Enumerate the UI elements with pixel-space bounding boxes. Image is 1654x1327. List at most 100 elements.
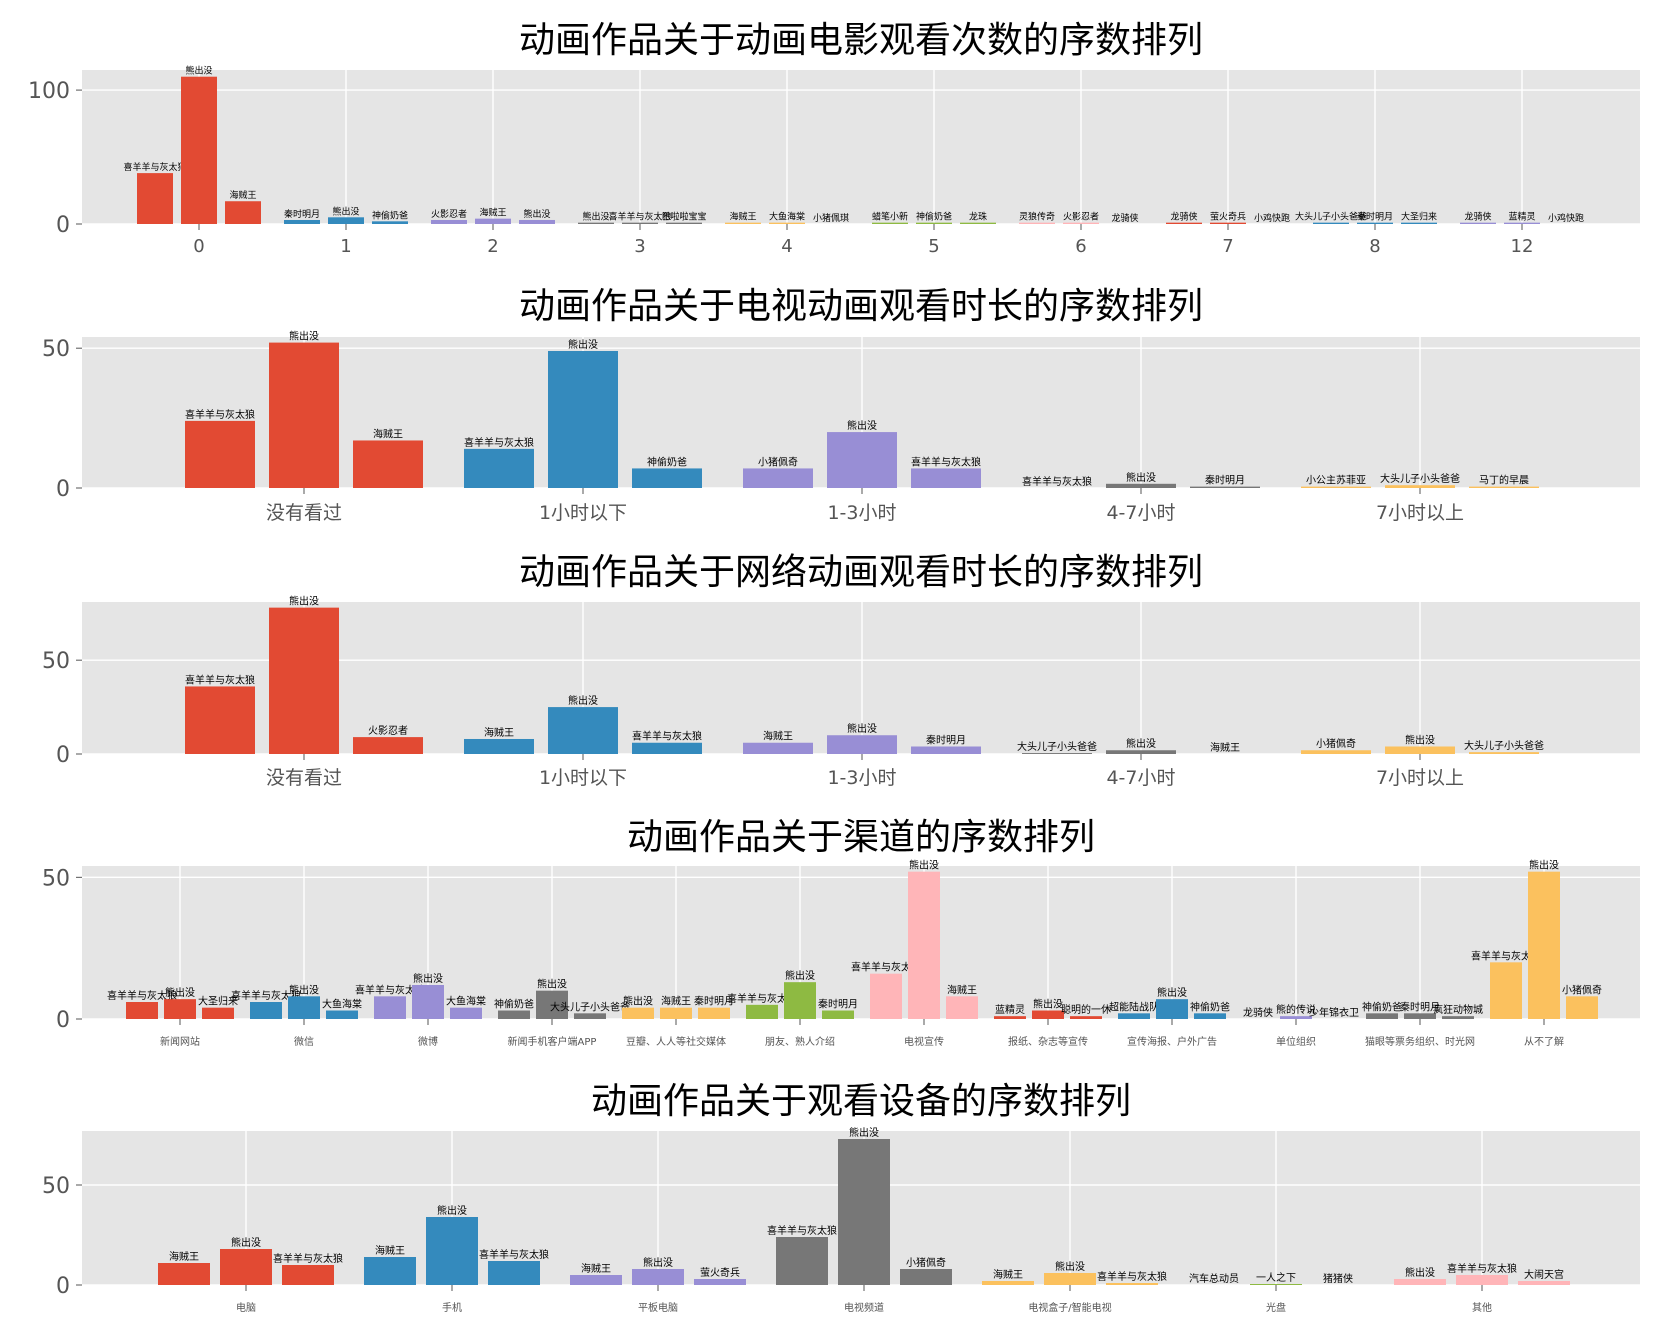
bar-label: 灵狼传奇 bbox=[1019, 211, 1055, 223]
bar-label: 喜羊羊与灰太狼 bbox=[107, 989, 177, 1002]
bar-label: 大鱼海棠 bbox=[446, 995, 486, 1008]
x-tick-label: 12 bbox=[1511, 236, 1534, 257]
bar-label: 熊出没 bbox=[1055, 1260, 1085, 1273]
bar bbox=[1504, 222, 1540, 224]
bar-label: 熊出没 bbox=[1405, 1266, 1435, 1279]
bar bbox=[908, 871, 940, 1019]
bar bbox=[1190, 486, 1260, 488]
bar bbox=[374, 996, 406, 1019]
bar-label: 巴啦啦宝宝 bbox=[661, 211, 706, 223]
bar bbox=[1063, 222, 1099, 224]
bar bbox=[1118, 1013, 1150, 1019]
bar-label: 熊出没 bbox=[1033, 998, 1063, 1011]
bar-label: 一人之下 bbox=[1256, 1271, 1296, 1284]
bar bbox=[1106, 483, 1176, 488]
x-tick-label: 1小时以下 bbox=[539, 502, 627, 524]
bar-label: 小猪佩琪 bbox=[813, 212, 849, 224]
bar bbox=[622, 1007, 654, 1019]
bar-label: 龙骑侠 bbox=[1170, 211, 1197, 223]
bar bbox=[282, 1265, 334, 1285]
bar-label: 喜羊羊与灰太狼 bbox=[1097, 1270, 1167, 1283]
x-tick-label: 3 bbox=[634, 236, 645, 257]
bar-label: 蓝精灵 bbox=[1508, 211, 1535, 223]
x-tick-label: 1小时以下 bbox=[539, 767, 627, 789]
bar-label: 熊出没 bbox=[437, 1204, 467, 1217]
bar-label: 喜羊羊与灰太狼 bbox=[1471, 949, 1541, 962]
bar bbox=[632, 742, 702, 754]
bar-label: 汽车总动员 bbox=[1189, 1272, 1239, 1285]
y-tick-label: 50 bbox=[42, 337, 70, 362]
bar-label: 熊出没 bbox=[1126, 471, 1156, 484]
bar bbox=[1070, 1016, 1102, 1019]
bar-label: 熊出没 bbox=[165, 986, 195, 999]
x-tick-label: 微信 bbox=[294, 1035, 314, 1048]
x-tick-label: 4-7小时 bbox=[1106, 767, 1175, 789]
bar-label: 小公主苏菲亚 bbox=[1306, 474, 1366, 487]
bar-label: 熊出没 bbox=[568, 338, 598, 351]
bar-label: 大鱼海棠 bbox=[769, 211, 805, 223]
bar bbox=[269, 607, 339, 754]
bar-label: 秦时明月 bbox=[926, 733, 966, 746]
bar bbox=[1194, 1013, 1226, 1019]
x-tick-label: 7小时以上 bbox=[1376, 767, 1464, 789]
bar-label: 大头儿子小头爸爸 bbox=[1464, 739, 1544, 752]
bar bbox=[911, 468, 981, 488]
bar bbox=[548, 707, 618, 754]
bar bbox=[202, 1007, 234, 1019]
bar-label: 神偷奶爸 bbox=[647, 455, 687, 468]
x-tick-label: 5 bbox=[928, 236, 939, 257]
x-tick-label: 宣传海报、户外广告 bbox=[1127, 1035, 1217, 1048]
bar bbox=[870, 973, 902, 1019]
bar-label: 小猪佩奇 bbox=[1562, 983, 1602, 996]
bar bbox=[284, 219, 320, 224]
bar bbox=[1210, 222, 1246, 224]
bar-label: 熊出没 bbox=[231, 1236, 261, 1249]
bar-label: 熊出没 bbox=[785, 969, 815, 982]
bar bbox=[225, 201, 261, 224]
bar-label: 熊出没 bbox=[582, 211, 609, 223]
bar bbox=[1250, 1284, 1302, 1285]
bar-label: 大鱼海棠 bbox=[322, 998, 362, 1011]
bar bbox=[827, 432, 897, 488]
bar-label: 超能陆战队 bbox=[1109, 1000, 1159, 1013]
y-tick-label: 0 bbox=[56, 1008, 70, 1033]
x-tick-label: 微博 bbox=[418, 1035, 438, 1048]
x-tick-label: 1-3小时 bbox=[827, 767, 896, 789]
bar bbox=[1044, 1273, 1096, 1285]
bar bbox=[660, 1007, 692, 1019]
bar-label: 萤火奇兵 bbox=[1210, 211, 1246, 223]
bar-label: 喜羊羊与灰太狼 bbox=[1447, 1262, 1517, 1275]
bar-label: 熊的传说 bbox=[1276, 1003, 1316, 1016]
bar-label: 小鸡快跑 bbox=[1254, 212, 1290, 224]
bar bbox=[838, 1139, 890, 1285]
x-tick-label: 4-7小时 bbox=[1106, 502, 1175, 524]
bar bbox=[426, 1217, 478, 1285]
bar bbox=[1313, 222, 1349, 224]
bar bbox=[1401, 222, 1437, 224]
y-tick-label: 50 bbox=[42, 649, 70, 674]
bar-label: 喜羊羊与灰太狼 bbox=[185, 673, 255, 686]
bar-label: 神偷奶爸 bbox=[372, 209, 408, 221]
bar-label: 熊出没 bbox=[847, 419, 877, 432]
bar-label: 海贼王 bbox=[661, 995, 691, 1008]
y-tick-label: 0 bbox=[56, 477, 70, 502]
bar-label: 熊出没 bbox=[537, 978, 567, 991]
x-tick-label: 豆瓣、人人等社交媒体 bbox=[626, 1035, 726, 1048]
bar-label: 熊出没 bbox=[1157, 986, 1187, 999]
bar bbox=[326, 1010, 358, 1019]
bar bbox=[666, 222, 702, 224]
bar-label: 喜羊羊与灰太狼 bbox=[767, 1224, 837, 1237]
bar bbox=[1394, 1279, 1446, 1285]
bar-label: 熊出没 bbox=[523, 208, 550, 220]
bar-label: 海贼王 bbox=[947, 983, 977, 996]
bar bbox=[570, 1275, 622, 1285]
bar-label: 熊出没 bbox=[289, 595, 319, 608]
bar-label: 大头儿子小头爸爸 bbox=[1017, 740, 1097, 753]
x-tick-label: 4 bbox=[781, 236, 792, 257]
bar-label: 龙骑侠 bbox=[1243, 1006, 1273, 1019]
bar-label: 小猪佩奇 bbox=[758, 455, 798, 468]
bar bbox=[412, 985, 444, 1019]
bar-label: 海贼王 bbox=[169, 1250, 199, 1263]
bar-label: 喜羊羊与灰太狼 bbox=[231, 989, 301, 1002]
